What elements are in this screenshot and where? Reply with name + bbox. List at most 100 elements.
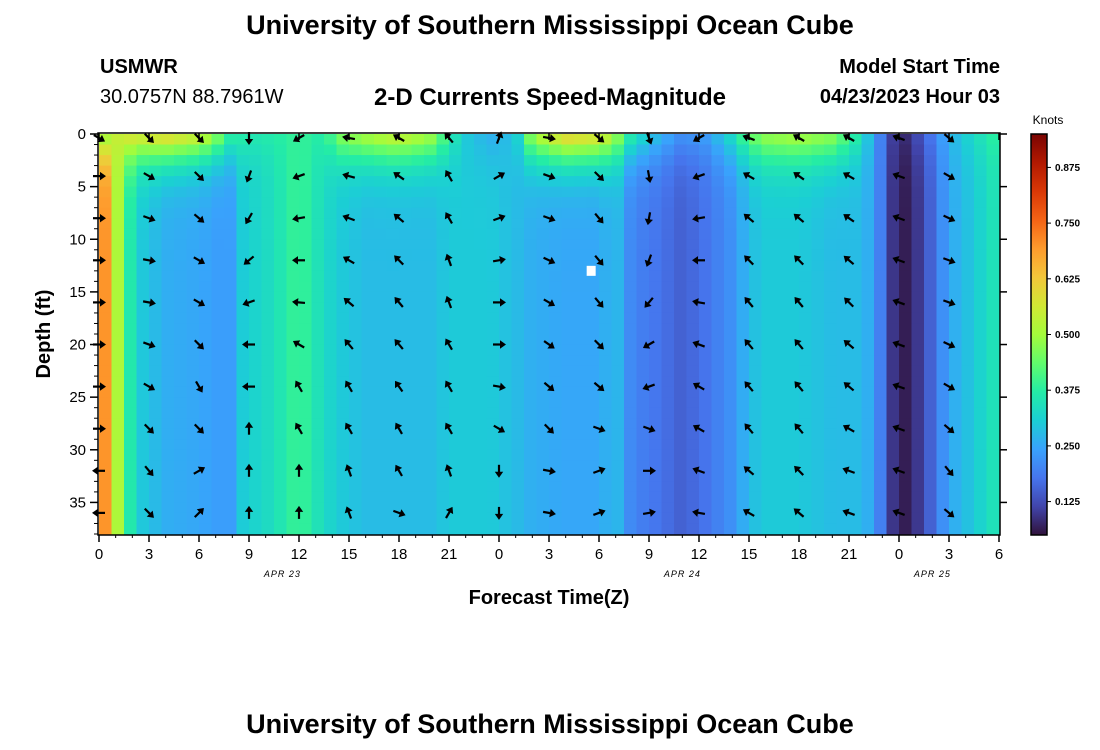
heatmap-cell: [949, 386, 963, 398]
heatmap-cell: [774, 376, 788, 388]
heatmap-cell: [836, 407, 850, 419]
heatmap-cell: [361, 155, 375, 167]
heatmap-cell: [186, 218, 200, 230]
heatmap-cell: [586, 334, 600, 346]
heatmap-cell: [936, 470, 950, 482]
heatmap-cell: [486, 449, 500, 461]
arrow-shaft: [846, 426, 855, 433]
heatmap-cell: [561, 186, 575, 198]
heatmap-cell: [486, 439, 500, 451]
y-tick-label: 15: [69, 284, 86, 301]
heatmap-cell: [936, 365, 950, 377]
velocity-arrow: [892, 213, 906, 222]
heatmap-cell: [424, 323, 438, 335]
velocity-arrow: [592, 425, 606, 433]
x-tick-label: 12: [291, 546, 308, 563]
station-id: USMWR: [100, 56, 178, 78]
heatmap-cell: [324, 239, 338, 251]
heatmap-cell: [536, 176, 550, 188]
arrow-shaft: [142, 258, 152, 262]
heatmap-cell: [974, 397, 988, 409]
heatmap-cell: [299, 270, 313, 282]
heatmap-cell: [724, 376, 738, 388]
arrow-shaft: [746, 300, 754, 308]
arrow-head: [692, 508, 699, 517]
heatmap-cell: [624, 334, 638, 346]
heatmap-cell: [824, 134, 838, 146]
heatmap-cell: [649, 281, 663, 293]
x-tick-label: 0: [495, 546, 503, 563]
arrow-head: [650, 466, 656, 475]
heatmap-cell: [524, 386, 538, 398]
heatmap-cell: [161, 365, 175, 377]
heatmap-cell: [261, 376, 275, 388]
heatmap-cell: [336, 334, 350, 346]
heatmap-cell: [499, 502, 513, 514]
heatmap-cell: [686, 218, 700, 230]
heatmap-cell: [586, 207, 600, 219]
heatmap-cell: [661, 428, 675, 440]
heatmap-cell: [886, 344, 900, 356]
heatmap-cell: [986, 260, 1000, 272]
heatmap-cell: [161, 260, 175, 272]
velocity-arrow: [493, 171, 506, 181]
heatmap-cell: [261, 218, 275, 230]
heatmap-cell: [311, 439, 325, 451]
heatmap-cell: [811, 165, 825, 177]
heatmap-cell: [911, 481, 925, 493]
heatmap-cell: [486, 270, 500, 282]
heatmap-cell: [786, 386, 800, 398]
arrow-head: [547, 384, 555, 392]
heatmap-cell: [411, 460, 425, 472]
heatmap-cell: [536, 502, 550, 514]
heatmap-cell: [949, 165, 963, 177]
x-tick-label: 3: [145, 546, 153, 563]
heatmap-cell: [911, 449, 925, 461]
heatmap-cell: [199, 523, 213, 535]
arrow-head: [244, 139, 254, 145]
arrow-head: [342, 133, 349, 142]
heatmap-cell: [724, 239, 738, 251]
heatmap-cell: [299, 197, 313, 209]
heatmap-cell: [186, 502, 200, 514]
arrow-shaft: [592, 469, 602, 474]
heatmap-cell: [611, 470, 625, 482]
heatmap-cell: [361, 144, 375, 156]
heatmap-cell: [274, 512, 288, 525]
arrow-head: [947, 426, 955, 434]
heatmap-cell: [586, 302, 600, 314]
arrow-head: [892, 256, 900, 264]
heatmap-cell: [861, 334, 875, 346]
heatmap-cell: [374, 439, 388, 451]
heatmap-cell: [761, 323, 775, 335]
heatmap-cell: [736, 334, 750, 346]
heatmap-cell: [99, 260, 113, 272]
heatmap-cell: [524, 418, 538, 430]
velocity-arrow: [892, 508, 906, 517]
heatmap-cell: [324, 470, 338, 482]
heatmap-cell: [674, 481, 688, 493]
heatmap-cell: [911, 502, 925, 514]
heatmap-cell: [99, 144, 113, 156]
heatmap-cell: [574, 144, 588, 156]
arrow-head: [843, 340, 851, 348]
heatmap-cell: [286, 386, 300, 398]
heatmap-cell: [661, 239, 675, 251]
heatmap-cell: [686, 512, 700, 525]
heatmap-cell: [761, 439, 775, 451]
heatmap-cell: [99, 218, 113, 230]
x-tick-label: 3: [545, 546, 553, 563]
heatmap-cell: [674, 155, 688, 167]
heatmap-cell: [224, 376, 238, 388]
velocity-arrow: [543, 256, 556, 265]
heatmap-cell: [274, 281, 288, 293]
heatmap-cell: [274, 228, 288, 240]
heatmap-cell: [486, 355, 500, 367]
heatmap-cell: [274, 397, 288, 409]
heatmap-cell: [186, 281, 200, 293]
heatmap-cell: [986, 186, 1000, 198]
heatmap-cell: [99, 428, 113, 440]
heatmap-cell: [536, 512, 550, 525]
heatmap-cell: [436, 502, 450, 514]
